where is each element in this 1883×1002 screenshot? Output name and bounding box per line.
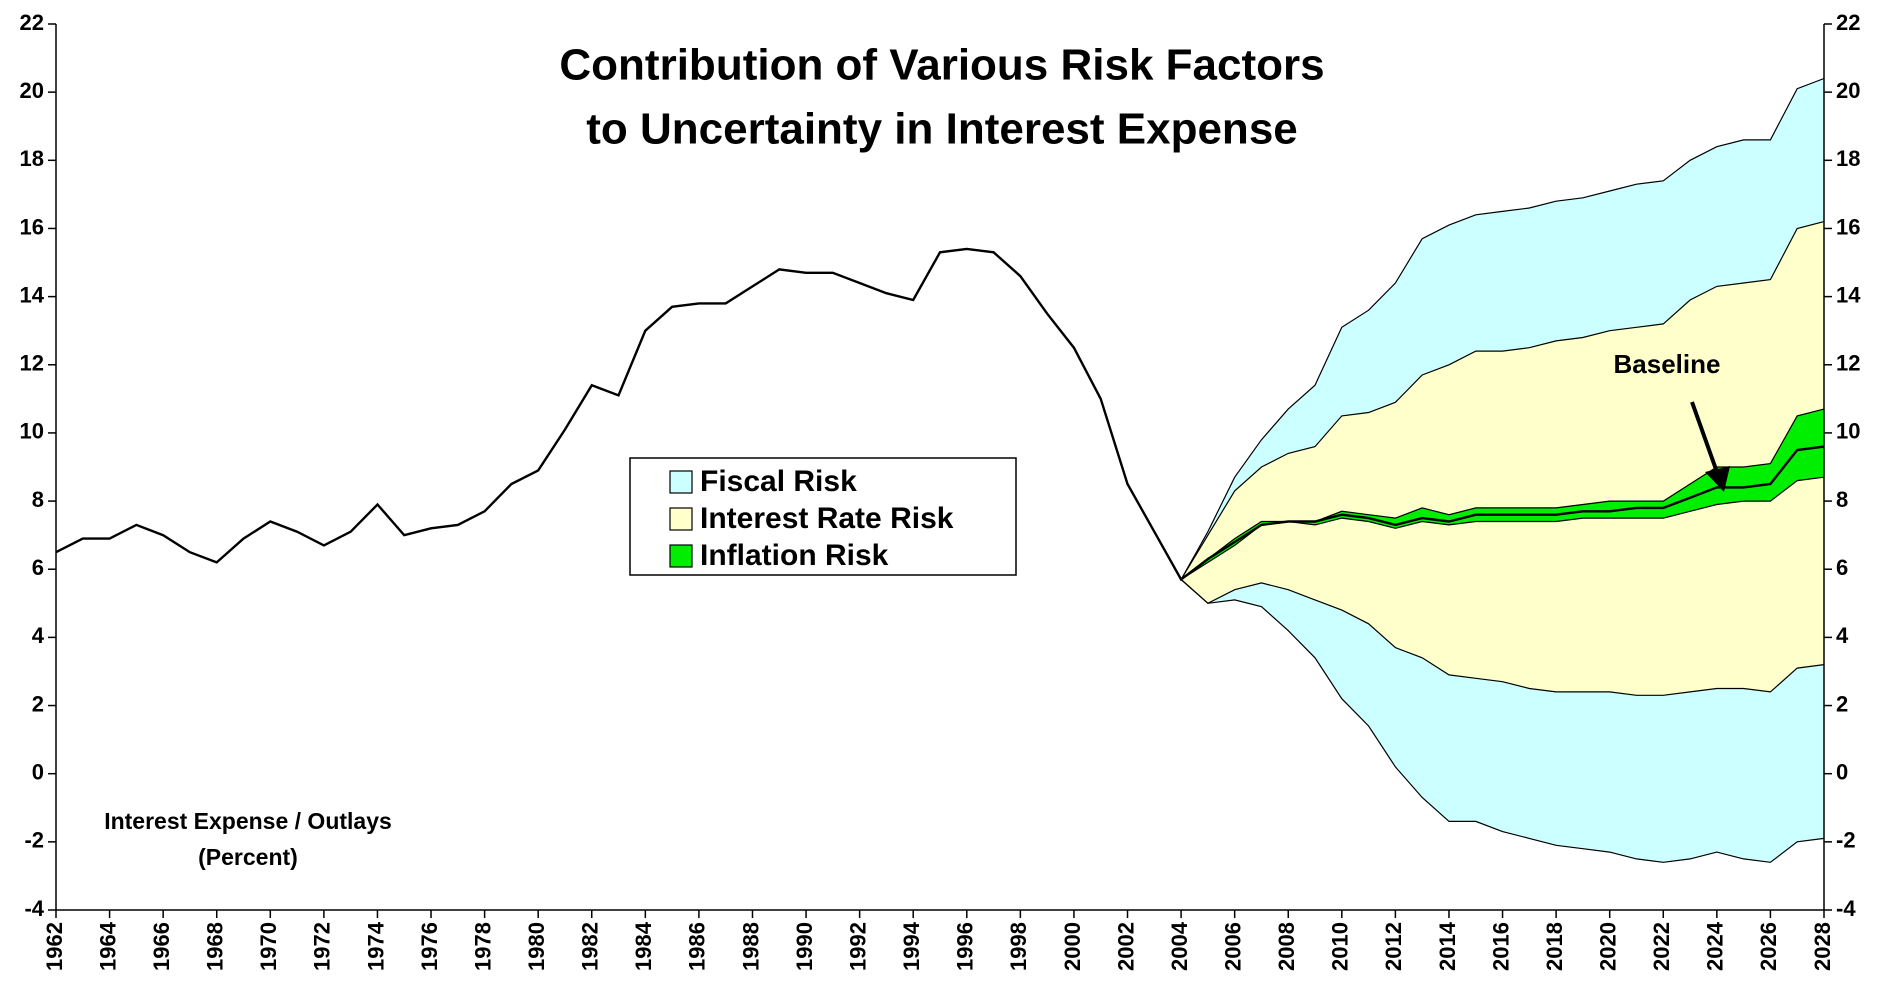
y-tick-label: -2 — [24, 828, 44, 853]
band-fill — [1181, 409, 1824, 580]
x-tick-label: 1980 — [524, 922, 549, 971]
x-tick-label: 1974 — [363, 921, 388, 971]
x-tick-label: 1990 — [792, 922, 817, 971]
x-tick-label: 1966 — [149, 922, 174, 971]
band-edge — [1180, 579, 1825, 863]
y2-tick-label: 20 — [1836, 78, 1860, 103]
y2-tick-label: 12 — [1836, 351, 1860, 376]
legend-swatch — [669, 544, 693, 568]
y2-tick-label: 6 — [1836, 555, 1848, 580]
x-tick-label: 1992 — [845, 922, 870, 971]
x-tick-label: 1976 — [417, 922, 442, 971]
legend-swatch — [669, 507, 693, 531]
legend: Fiscal Risk Interest Rate Risk Inflation R… — [629, 457, 1017, 576]
x-tick-label: 2012 — [1381, 922, 1406, 971]
x-tick-label: 1968 — [203, 922, 228, 971]
legend-swatch — [669, 470, 693, 494]
annotation: Baseline — [1614, 349, 1721, 379]
x-tick-label: 2028 — [1810, 922, 1835, 971]
band-edge — [1180, 579, 1825, 696]
y2-tick-label: 8 — [1836, 487, 1848, 512]
chart-title: to Uncertainty in Interest Expense — [586, 105, 1298, 154]
y-axis-label: (Percent) — [198, 844, 298, 870]
legend-box — [629, 457, 1017, 576]
y-tick-label: 22 — [20, 10, 44, 35]
y2-tick-label: 2 — [1836, 691, 1848, 716]
x-tick-label: 2020 — [1596, 922, 1621, 971]
x-tick-label: 2024 — [1703, 921, 1728, 971]
y2-tick-label: 10 — [1836, 419, 1860, 444]
y-tick-label: 12 — [20, 351, 44, 376]
annotation-arrowhead — [1705, 466, 1730, 492]
x-tick-label: 1982 — [578, 922, 603, 971]
x-tick-label: 2026 — [1756, 922, 1781, 971]
x-tick-label: 2004 — [1167, 921, 1192, 971]
legend-label: Inflation Risk — [700, 539, 889, 572]
y-tick-label: 16 — [20, 214, 44, 239]
x-tick-label: 1988 — [738, 922, 763, 971]
y2-tick-label: 14 — [1836, 282, 1861, 307]
y-tick-label: 20 — [20, 78, 44, 103]
x-tick-label: 1978 — [470, 922, 495, 971]
y-tick-label: 2 — [32, 691, 44, 716]
y2-tick-label: 0 — [1836, 760, 1848, 785]
y-tick-label: 4 — [32, 623, 45, 648]
y-tick-label: 18 — [20, 146, 44, 171]
x-tick-label: 1998 — [1006, 922, 1031, 971]
x-tick-label: 1970 — [256, 922, 281, 971]
y-tick-label: 0 — [32, 760, 44, 785]
x-tick-label: 1996 — [953, 922, 978, 971]
y-axis-label: Interest Expense / Outlays — [104, 808, 392, 834]
x-tick-label: 2014 — [1435, 921, 1460, 971]
band-fill — [1181, 221, 1824, 696]
y2-tick-label: 4 — [1836, 623, 1849, 648]
legend-label: Interest Rate Risk — [700, 502, 954, 535]
y-tick-label: 10 — [20, 419, 44, 444]
x-tick-label: 2008 — [1274, 922, 1299, 971]
x-tick-label: 1984 — [631, 921, 656, 971]
x-tick-label: 2010 — [1328, 922, 1353, 971]
x-tick-label: 1962 — [42, 922, 67, 971]
y-tick-label: -4 — [24, 896, 44, 921]
x-tick-label: 1986 — [685, 922, 710, 971]
x-tick-label: 2016 — [1488, 922, 1513, 971]
band-edge — [1180, 221, 1825, 580]
x-tick-label: 1994 — [899, 921, 924, 971]
legend-label: Fiscal Risk — [700, 465, 857, 498]
y2-tick-label: -2 — [1836, 828, 1856, 853]
chart-title: Contribution of Various Risk Factors — [559, 41, 1324, 90]
x-tick-label: 2000 — [1060, 922, 1085, 971]
x-tick-label: 2022 — [1649, 922, 1674, 971]
band-edge — [1180, 77, 1825, 580]
y-tick-label: 14 — [20, 282, 45, 307]
x-tick-label: 2002 — [1113, 922, 1138, 971]
y2-tick-label: 16 — [1836, 214, 1860, 239]
y-tick-label: 8 — [32, 487, 44, 512]
x-tick-label: 2018 — [1542, 922, 1567, 971]
y2-tick-label: 18 — [1836, 146, 1860, 171]
line — [55, 247, 1825, 582]
annotation-arrow — [1690, 401, 1720, 476]
x-tick-label: 1972 — [310, 922, 335, 971]
y2-tick-label: -4 — [1836, 896, 1856, 921]
x-tick-label: 2006 — [1220, 922, 1245, 971]
y2-tick-label: 22 — [1836, 10, 1860, 35]
x-tick-label: 1964 — [95, 921, 120, 971]
plot-area — [55, 77, 1825, 863]
y-tick-label: 6 — [32, 555, 44, 580]
